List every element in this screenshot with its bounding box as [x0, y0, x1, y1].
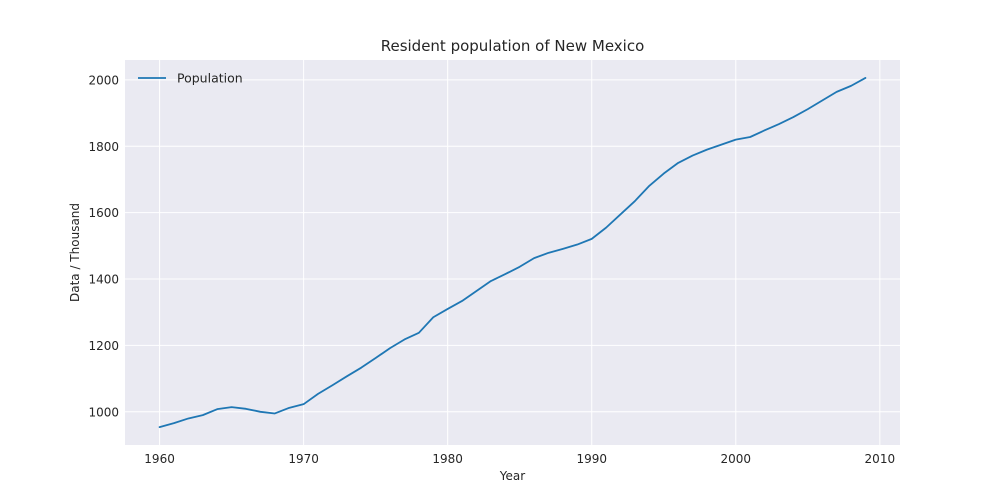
x-tick-label: 2010: [865, 452, 896, 466]
y-tick-label: 1400: [88, 273, 119, 287]
y-tick-label: 1600: [88, 206, 119, 220]
y-axis-label: Data / Thousand: [68, 203, 82, 302]
x-tick-label: 1970: [288, 452, 319, 466]
tick-labels: 1960 1970 1980 1990 2000 2010 1000 1200 1400 1600…: [88, 73, 895, 466]
legend: Population: [138, 71, 243, 86]
legend-label-population: Population: [177, 71, 243, 86]
series-line-population: [158, 77, 867, 428]
y-tick-label: 1800: [88, 140, 119, 154]
x-tick-label: 1980: [432, 452, 463, 466]
plot-area: [125, 60, 900, 445]
series-layer: [158, 77, 867, 428]
x-tick-label: 1960: [144, 452, 175, 466]
x-axis-label: Year: [499, 469, 525, 483]
y-tick-label: 1200: [88, 339, 119, 353]
chart-title: Resident population of New Mexico: [381, 37, 645, 55]
y-tick-label: 1000: [88, 405, 119, 419]
x-tick-label: 2000: [721, 452, 752, 466]
grid-lines: [125, 60, 900, 445]
x-tick-label: 1990: [576, 452, 607, 466]
y-tick-label: 2000: [88, 73, 119, 87]
